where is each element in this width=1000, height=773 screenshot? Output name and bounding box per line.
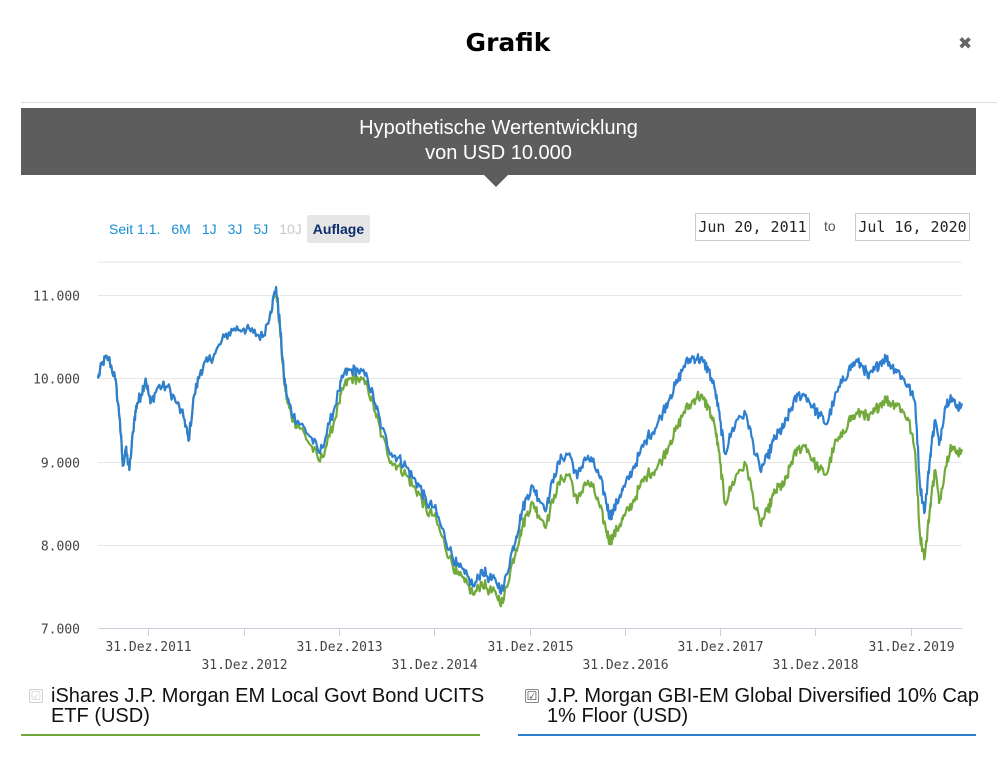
range-3y-button[interactable]: 3J [227, 221, 243, 237]
x-tick-label: 31.Dez.2012 [201, 658, 287, 673]
legend-underline-fund [21, 734, 480, 736]
legend-label-benchmark: J.P. Morgan GBI-EM Global Diversified 10… [547, 685, 980, 727]
x-tick-label: 31.Dez.2015 [487, 640, 573, 655]
range-inception-button[interactable]: Auflage [306, 215, 371, 243]
banner-title-line1: Hypothetische Wertentwicklung [359, 117, 638, 139]
x-tick-label: 31.Dez.2017 [677, 640, 763, 655]
date-to-input[interactable]: Jul 16, 2020 [855, 213, 970, 241]
series-line-benchmark [96, 285, 964, 595]
legend-label-fund: iShares J.P. Morgan EM Local Govt Bond U… [51, 685, 485, 727]
range-5y-button[interactable]: 5J [253, 221, 269, 237]
date-from-input[interactable]: Jun 20, 2011 [695, 213, 810, 241]
range-ytd-button[interactable]: Seit 1.1. [109, 221, 161, 237]
x-tick-label: 31.Dez.2011 [105, 640, 191, 655]
legend-checkbox-fund[interactable]: ☑ [29, 689, 43, 703]
x-tick-label: 31.Dez.2016 [582, 658, 668, 673]
modal-title: Grafik [465, 28, 551, 57]
range-10y-button: 10J [279, 221, 302, 237]
y-tick-label: 7.000 [41, 623, 80, 638]
range-selector: Seit 1.1. 6M 1J 3J 5J 10J Auflage [103, 215, 371, 243]
chart-banner: Hypothetische Wertentwicklung von USD 10… [21, 108, 976, 175]
y-tick-label: 10.000 [33, 373, 80, 388]
x-tick-label: 31.Dez.2019 [868, 640, 954, 655]
x-tick-label: 31.Dez.2014 [391, 658, 477, 673]
banner-title-line2: von USD 10.000 [425, 142, 572, 164]
range-1y-button[interactable]: 1J [201, 221, 217, 237]
x-tick-label: 31.Dez.2018 [772, 658, 858, 673]
y-tick-label: 8.000 [41, 540, 80, 555]
close-icon[interactable]: ✖ [958, 34, 973, 54]
legend-checkbox-benchmark[interactable]: ☑ [525, 689, 539, 703]
legend-underline-benchmark [518, 734, 976, 736]
y-tick-label: 9.000 [41, 457, 80, 472]
y-tick-label: 11.000 [33, 290, 80, 305]
header-divider [21, 102, 997, 103]
range-6m-button[interactable]: 6M [171, 221, 191, 237]
banner-arrow-icon [484, 175, 508, 187]
date-to-label: to [824, 218, 836, 234]
x-tick-label: 31.Dez.2013 [296, 640, 382, 655]
